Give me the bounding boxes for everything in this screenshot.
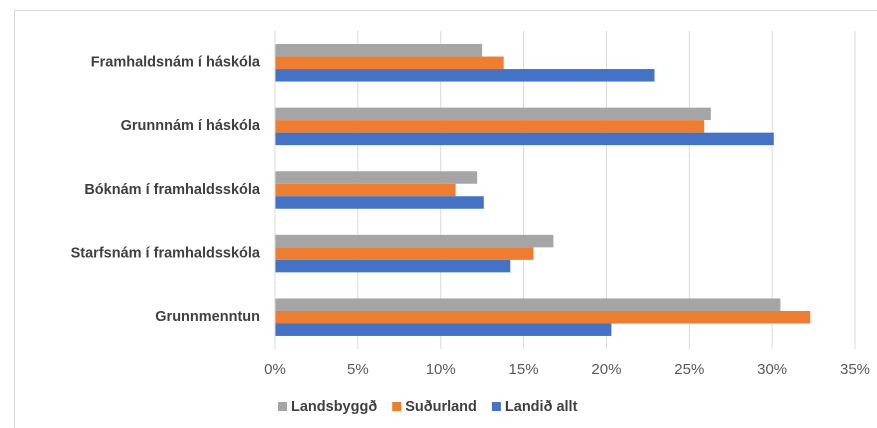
bar	[275, 44, 483, 57]
bar	[275, 247, 534, 260]
chart-frame	[14, 10, 877, 428]
x-tick-label: 20%	[591, 361, 621, 378]
legend-label: Landsbyggð	[291, 399, 377, 415]
y-tick-label: Grunnnám í háskóla	[121, 118, 261, 134]
legend-label: Landið allt	[505, 399, 578, 415]
y-tick-label: Bóknám í framhaldsskóla	[84, 182, 261, 198]
bar	[275, 56, 504, 70]
x-tick-label: 0%	[264, 361, 286, 378]
legend-swatch	[278, 402, 287, 411]
bar	[275, 196, 484, 209]
x-tick-label: 25%	[674, 361, 704, 378]
bar	[275, 259, 511, 273]
x-tick-label: 10%	[426, 361, 456, 378]
legend-label: Suðurland	[405, 399, 477, 415]
bar	[275, 183, 456, 197]
bar	[275, 107, 711, 121]
y-tick-label: Framhaldsnám í háskóla	[91, 55, 261, 71]
x-tick-label: 15%	[509, 361, 539, 378]
y-tick-label: Grunnmenntun	[155, 309, 260, 325]
x-tick-label: 30%	[757, 361, 787, 378]
bar	[275, 298, 781, 311]
bar	[275, 120, 705, 133]
x-tick-label: 5%	[347, 361, 369, 378]
bar	[275, 171, 478, 184]
bar	[275, 310, 811, 324]
bar	[275, 234, 554, 248]
bar	[275, 69, 655, 82]
y-tick-label: Starfsnám í framhaldsskóla	[71, 245, 261, 261]
legend-swatch	[491, 402, 501, 411]
legend-swatch	[392, 402, 402, 411]
x-tick-label: 35%	[840, 361, 870, 378]
bar	[275, 132, 774, 146]
bar	[275, 323, 612, 336]
